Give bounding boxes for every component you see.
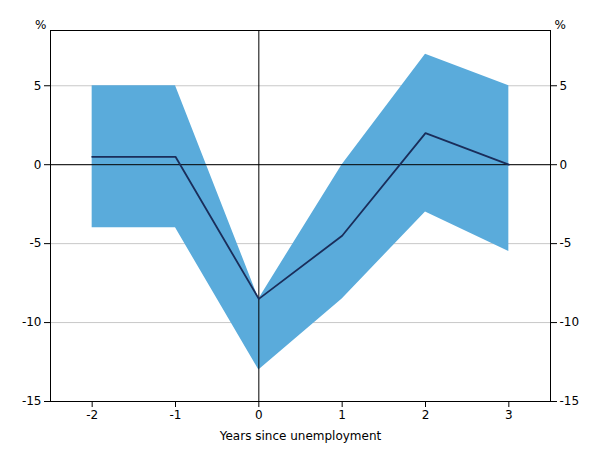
- svg-text:5: 5: [560, 79, 568, 93]
- svg-text:0: 0: [560, 158, 568, 172]
- svg-text:0: 0: [255, 408, 263, 422]
- svg-text:1: 1: [338, 408, 346, 422]
- svg-text:2: 2: [422, 408, 430, 422]
- svg-text:-5: -5: [560, 236, 572, 250]
- svg-text:0: 0: [34, 158, 42, 172]
- svg-text:-10: -10: [22, 315, 42, 329]
- svg-text:3: 3: [505, 408, 513, 422]
- svg-text:%: %: [35, 18, 46, 32]
- svg-text:Years since unemployment: Years since unemployment: [219, 429, 382, 443]
- svg-text:5: 5: [34, 79, 42, 93]
- svg-text:-15: -15: [22, 394, 42, 408]
- svg-text:-2: -2: [86, 408, 98, 422]
- svg-text:-5: -5: [30, 236, 42, 250]
- svg-text:-10: -10: [560, 315, 580, 329]
- svg-text:%: %: [555, 18, 566, 32]
- svg-text:-15: -15: [560, 394, 580, 408]
- svg-text:-1: -1: [170, 408, 182, 422]
